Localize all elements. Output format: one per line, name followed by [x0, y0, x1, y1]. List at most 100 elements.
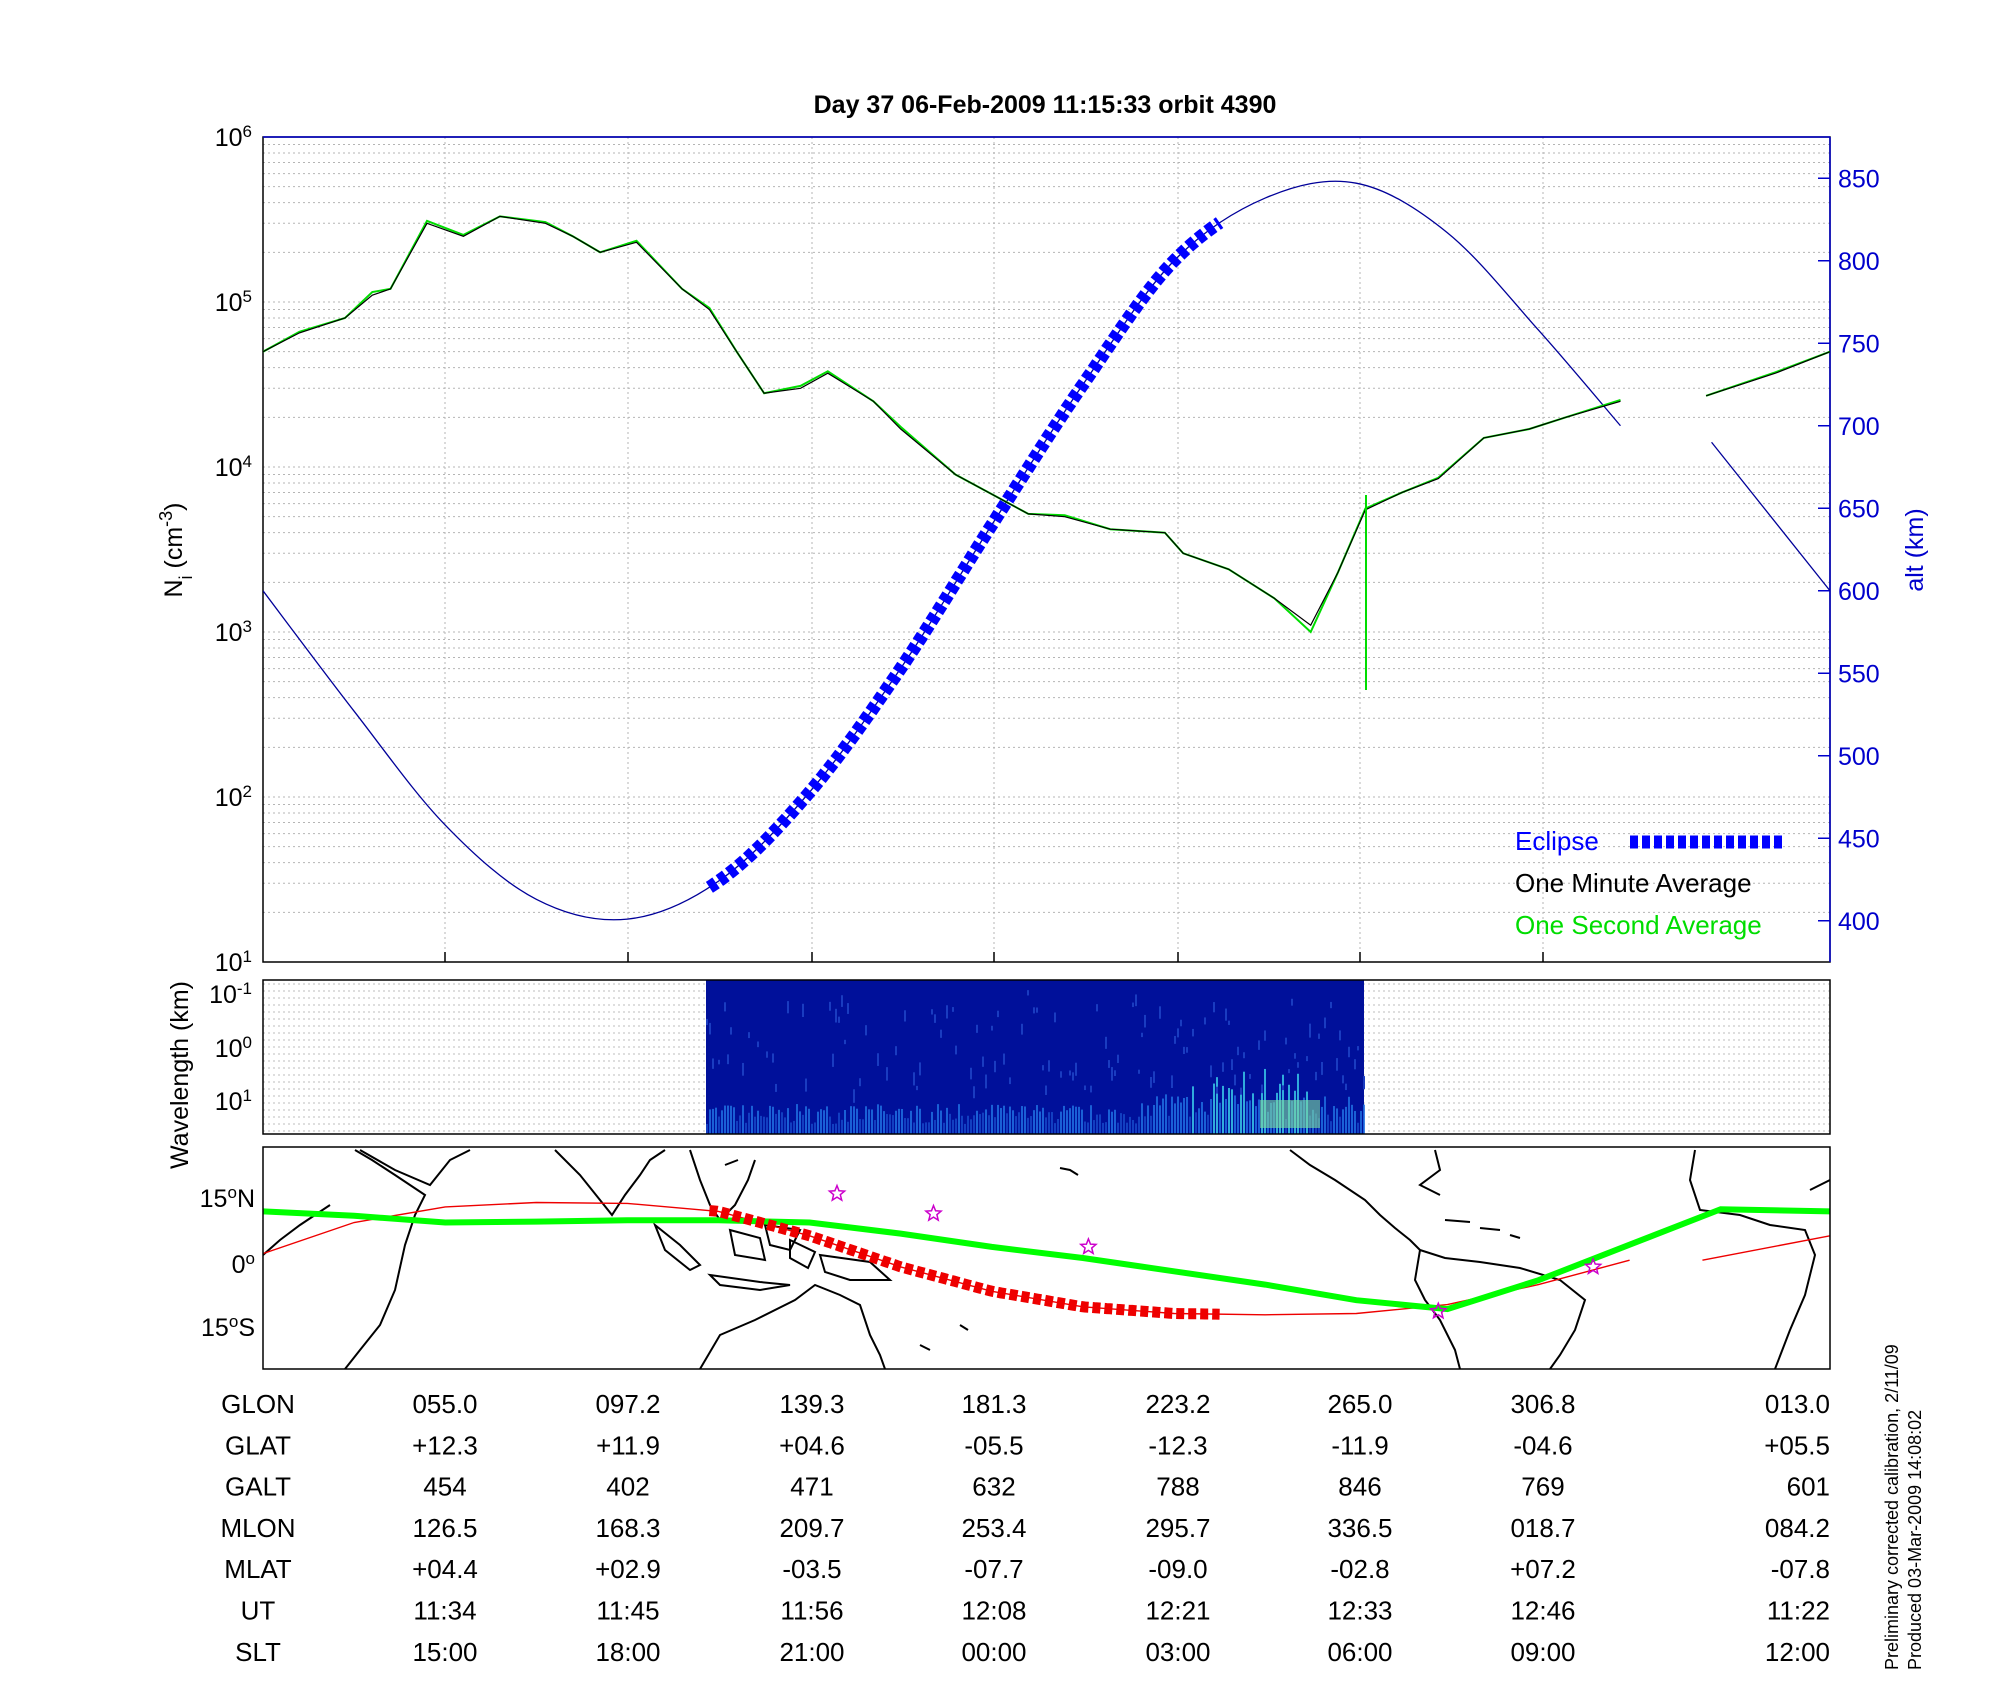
spectrogram-cell [1216, 1086, 1218, 1094]
spectrogram-cell [712, 1058, 714, 1069]
spectrogram-cell [1108, 1060, 1110, 1068]
spectrogram-cell [1027, 990, 1029, 996]
left-tick-base: 10 [215, 289, 243, 317]
caribbean-islands [1444, 1219, 1521, 1239]
spectrogram-cell [1330, 1001, 1332, 1009]
spectrogram-cell [1192, 1086, 1194, 1134]
spectrogram-cell [1174, 1103, 1176, 1134]
spectrogram-cell [955, 1118, 957, 1134]
spectrogram-cell [1117, 1122, 1119, 1134]
spectrogram-cell [1231, 1089, 1233, 1134]
spectrogram-cell [865, 1106, 867, 1134]
spectrogram-cell [850, 1106, 852, 1134]
spectrogram-cell [985, 1074, 987, 1089]
spectrogram-cell [973, 1086, 975, 1099]
table-cell: 295.7 [1145, 1513, 1210, 1543]
spectrogram-cell [1348, 1096, 1350, 1134]
spectrogram-cell [763, 1116, 765, 1134]
spectrogram-cell [1024, 1106, 1026, 1134]
spectrogram-cell [718, 1059, 720, 1065]
spectrogram-cell [841, 1119, 843, 1134]
spectrogram-cell [754, 1116, 756, 1134]
spectrogram-cell [1321, 1061, 1323, 1075]
spectrogram-cell [1345, 1106, 1347, 1134]
star-marker [827, 1183, 847, 1202]
left-tick-label: 104 [215, 452, 252, 483]
spectrogram-cell [1072, 1105, 1074, 1134]
spectrogram-cell [1261, 1084, 1263, 1094]
spectrogram-cell [943, 1122, 945, 1134]
left-tick-exp: 6 [243, 122, 252, 141]
spectrogram-cell [769, 1105, 771, 1134]
star-marker [1428, 1301, 1448, 1320]
spectrogram-cell [829, 1116, 831, 1134]
pacific-islands [919, 1167, 1079, 1351]
right-tick-label: 500 [1838, 743, 1880, 771]
spectrogram-cell [1336, 1108, 1338, 1134]
map-tick-0: 0o [232, 1249, 255, 1280]
table-cell: 084.2 [1765, 1513, 1830, 1543]
table-row-label: GLAT [225, 1430, 291, 1460]
map-tick-0-value: 0 [232, 1251, 246, 1279]
spectrogram-cell [976, 1024, 978, 1033]
spectrogram-cell [1075, 1062, 1077, 1076]
table-cell: 12:46 [1510, 1596, 1575, 1626]
spectrogram-cell [1012, 1110, 1014, 1134]
table-cell: +05.5 [1764, 1430, 1830, 1460]
left-tick-label: 103 [215, 617, 252, 648]
table-row-label: SLT [235, 1637, 281, 1667]
spectrogram-cell [853, 1089, 855, 1103]
spectrogram-cell [874, 1120, 876, 1134]
spectrogram-cell [1153, 1071, 1155, 1083]
spectrogram-cell [1351, 1104, 1353, 1134]
table-cell: -12.3 [1148, 1430, 1207, 1460]
spectrogram-cell [832, 1123, 834, 1134]
table-row-label: GALT [225, 1472, 291, 1502]
spectrogram-cell [733, 1107, 735, 1134]
spectrogram-cell [1096, 1004, 1098, 1012]
table-cell: 601 [1787, 1472, 1830, 1502]
spectrogram-cell [949, 1113, 951, 1134]
spectrogram-cell [787, 1001, 789, 1014]
table-cell: 097.2 [595, 1389, 660, 1419]
table-cell: 06:00 [1327, 1637, 1392, 1667]
spectrogram-cell [898, 1108, 900, 1134]
spectrogram-cell [1183, 1046, 1185, 1054]
spectrogram-grid [263, 983, 1830, 1132]
table-cell: 12:21 [1145, 1596, 1210, 1626]
spectrogram-cell [1132, 1002, 1134, 1008]
left-tick-base: 10 [215, 619, 243, 647]
right-tick-label: 650 [1838, 495, 1880, 523]
spectrogram-cell [829, 1001, 831, 1011]
table-row-label: MLAT [224, 1554, 292, 1584]
table-cell: +02.9 [595, 1554, 661, 1584]
spectrogram-cell [1345, 1083, 1347, 1091]
spectrogram-cell [907, 1118, 909, 1134]
spectrogram-cell [1009, 1106, 1011, 1134]
spectrogram-cell [1213, 1083, 1215, 1134]
spectrogram-cell [991, 1025, 993, 1031]
spectrogram-cell [946, 1107, 948, 1134]
spectrogram-cell [1030, 1116, 1032, 1134]
spectrogram-cell [1210, 1065, 1212, 1078]
spectrogram-cell [1150, 1077, 1152, 1088]
spectrogram-cell [826, 1106, 828, 1134]
spectrogram-cell [811, 1123, 813, 1134]
spectrogram-cell [823, 1110, 825, 1134]
orbit-parameters-table: GLON 055.0 097.2 139.3 181.3 223.2 265.0 306.8 0… [220, 1389, 1830, 1667]
legend: Eclipse One Minute Average One Second Av… [1515, 826, 1782, 940]
table-cell: 11:45 [596, 1596, 659, 1626]
spectrogram-cell [1285, 1037, 1287, 1045]
spectrogram-cell [1162, 1098, 1164, 1134]
legend-one-minute-label: One Minute Average [1515, 868, 1752, 898]
left-tick-label: 102 [215, 782, 252, 813]
spectrogram-cell [1249, 1100, 1251, 1134]
spectrogram-cell [994, 1060, 996, 1073]
spectrogram-cell [1159, 1105, 1161, 1134]
spectrogram-cell [715, 1107, 717, 1134]
spectrogram-cell [1138, 1069, 1140, 1074]
table-row-label: UT [241, 1596, 276, 1626]
spectrogram-cell [802, 1114, 804, 1134]
spectrogram-cell [1051, 1112, 1053, 1134]
table-cell: 223.2 [1145, 1389, 1210, 1419]
